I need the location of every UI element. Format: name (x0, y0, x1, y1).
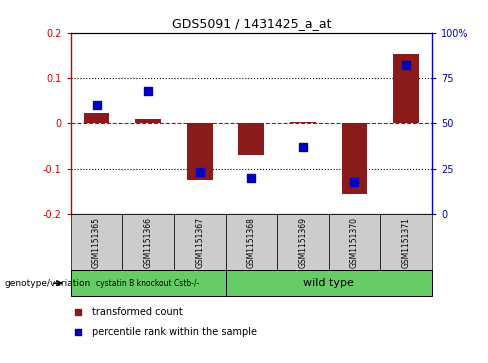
Point (299, 144, 307, 150)
Point (144, 88, 152, 94)
Bar (174, 214, 225, 270)
Text: GSM1151371: GSM1151371 (402, 217, 410, 268)
Text: cystatin B knockout Cstb-/-: cystatin B knockout Cstb-/- (97, 279, 200, 287)
Text: transformed count: transformed count (92, 307, 183, 317)
Point (196, 170, 203, 175)
Bar (393, 54, 419, 123)
Point (74, 329, 82, 335)
Point (93, 102, 101, 108)
Bar (122, 214, 174, 270)
Bar (225, 270, 432, 296)
Text: GSM1151366: GSM1151366 (143, 217, 153, 268)
Bar (342, 123, 367, 194)
Bar (239, 123, 264, 155)
Bar (380, 214, 432, 270)
Text: GSM1151368: GSM1151368 (247, 217, 256, 268)
Text: GSM1151370: GSM1151370 (350, 217, 359, 268)
Bar (329, 214, 380, 270)
Point (74, 309, 82, 315)
Bar (290, 122, 316, 123)
Point (402, 62, 410, 68)
Bar (83, 114, 109, 123)
Point (247, 175, 255, 181)
Text: genotype/variation: genotype/variation (5, 279, 91, 287)
Text: percentile rank within the sample: percentile rank within the sample (92, 327, 258, 337)
Text: GSM1151365: GSM1151365 (92, 217, 101, 268)
Point (350, 179, 358, 184)
Title: GDS5091 / 1431425_a_at: GDS5091 / 1431425_a_at (172, 17, 331, 30)
Bar (71, 270, 225, 296)
Bar (277, 214, 329, 270)
Text: GSM1151367: GSM1151367 (195, 217, 204, 268)
Bar (187, 123, 213, 180)
Bar (71, 214, 122, 270)
Bar (135, 119, 161, 123)
Text: GSM1151369: GSM1151369 (298, 217, 307, 268)
Text: wild type: wild type (303, 278, 354, 288)
Bar (225, 214, 277, 270)
